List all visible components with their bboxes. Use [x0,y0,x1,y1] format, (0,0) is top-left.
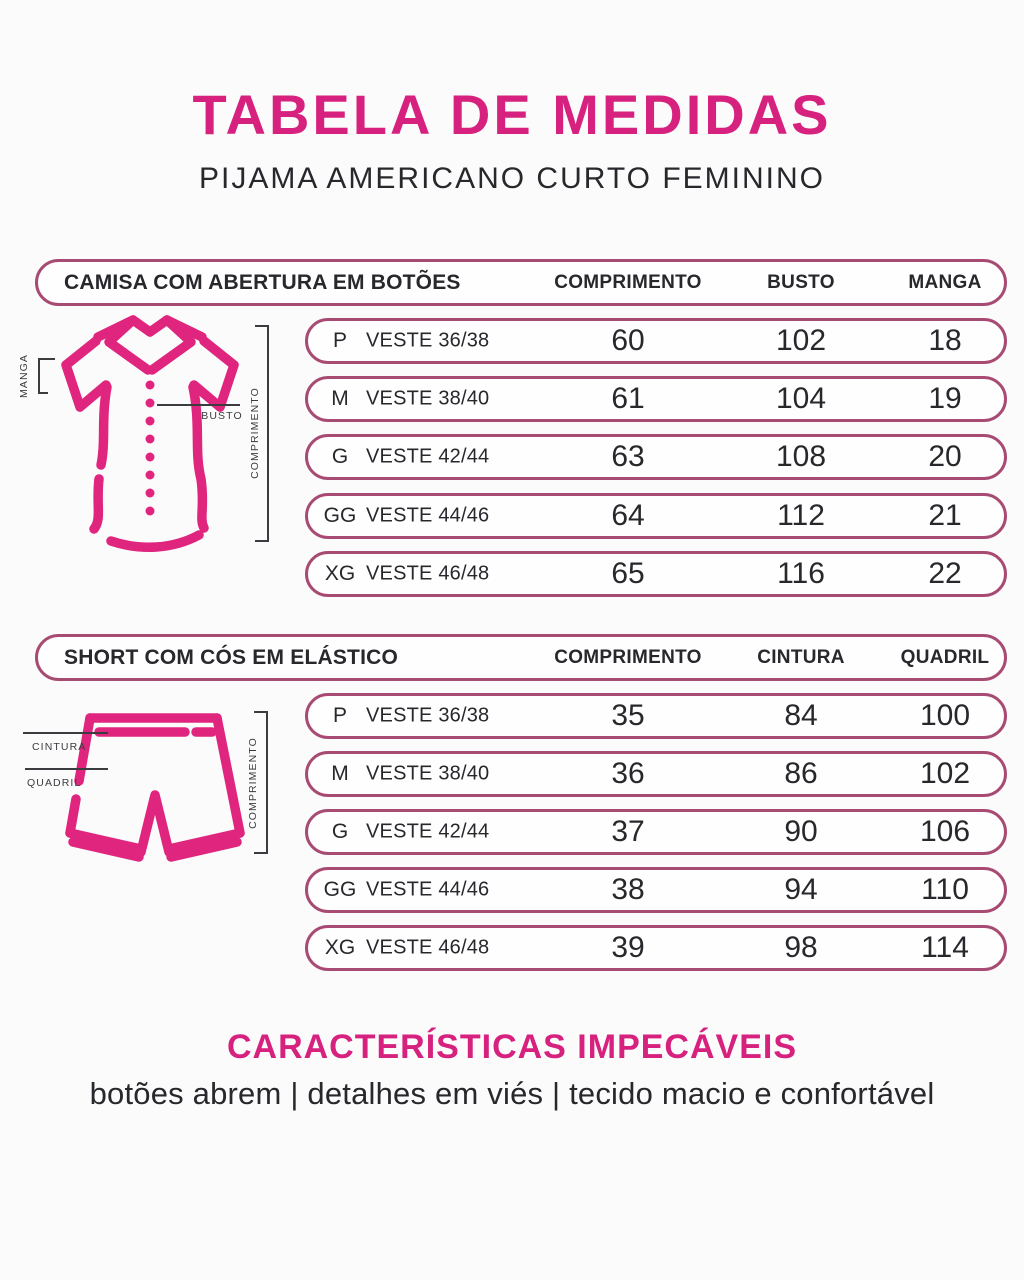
shorts-table-header: SHORT COM CÓS EM ELÁSTICO COMPRIMENTO CI… [35,634,1007,681]
column-header-comprimento: COMPRIMENTO [554,271,702,293]
column-header-comprimento: COMPRIMENTO [554,646,702,668]
fit-label: VESTE 36/38 [366,704,490,727]
value-comprimento: 60 [611,324,645,357]
value-comprimento: 36 [611,757,645,790]
shirt-table-label: CAMISA COM ABERTURA EM BOTÕES [64,270,461,294]
size-label: GG [323,878,357,901]
fit-label: VESTE 44/46 [366,504,490,527]
length-measure-label: COMPRIMENTO [247,737,259,829]
page-title: TABELA DE MEDIDAS [192,83,832,146]
value-busto: 116 [777,557,825,590]
value-comprimento: 39 [611,931,645,964]
value-manga: 19 [928,382,962,415]
table-row-shorts-p: P VESTE 36/38 35 84 100 [305,693,1007,739]
features-list: botões abrem | detalhes em viés | tecido… [89,1076,935,1111]
value-cintura: 98 [784,931,818,964]
value-comprimento: 61 [611,382,645,415]
value-cintura: 86 [784,757,818,790]
value-busto: 102 [775,324,827,357]
value-quadril: 110 [921,873,969,906]
hip-measure-label: QUADRIL [27,777,81,789]
fit-label: VESTE 42/44 [366,820,490,843]
table-row-shorts-m: M VESTE 38/40 36 86 102 [305,751,1007,797]
size-label: M [331,387,349,410]
shorts-outline-icon [65,713,245,862]
value-comprimento: 65 [611,557,645,590]
value-manga: 21 [928,499,962,532]
value-busto: 104 [775,382,827,415]
size-label: G [331,445,349,468]
fit-label: VESTE 36/38 [366,329,490,352]
fit-label: VESTE 46/48 [366,936,490,959]
size-label: P [332,704,347,727]
value-comprimento: 64 [611,499,645,532]
size-label: XG [324,562,356,585]
value-quadril: 114 [921,931,969,964]
fit-label: VESTE 38/40 [366,387,490,410]
shorts-illustration: CINTURA QUADRIL COMPRIMENTO [23,711,268,862]
column-header-manga: MANGA [908,271,982,293]
length-measure-label: COMPRIMENTO [249,387,261,479]
value-comprimento: 35 [611,699,645,732]
shirt-outline-icon [61,315,239,552]
size-label: GG [323,504,357,527]
sleeve-measure-label: MANGA [18,354,30,398]
waist-measure-label: CINTURA [32,741,86,753]
value-manga: 18 [928,324,962,357]
value-comprimento: 38 [611,873,645,906]
features-title: CARACTERÍSTICAS IMPECÁVEIS [226,1028,798,1066]
value-quadril: 102 [919,757,971,790]
value-cintura: 84 [784,699,818,732]
value-busto: 108 [775,440,827,473]
value-cintura: 90 [784,815,818,848]
fit-label: VESTE 46/48 [366,562,490,585]
table-row-shirt-xg: XG VESTE 46/48 65 116 22 [305,551,1007,597]
shorts-table-label: SHORT COM CÓS EM ELÁSTICO [64,645,399,669]
table-row-shirt-p: P VESTE 36/38 60 102 18 [305,318,1007,364]
fit-label: VESTE 44/46 [366,878,490,901]
shirt-measure-marks: MANGA BUSTO COMPRIMENTO [18,325,269,542]
value-cintura: 94 [784,873,818,906]
table-row-shirt-g: G VESTE 42/44 63 108 20 [305,434,1007,480]
column-header-busto: BUSTO [767,271,835,293]
shirt-illustration: MANGA BUSTO COMPRIMENTO [18,315,269,552]
column-header-quadril: QUADRIL [900,646,990,668]
shorts-measure-marks: CINTURA QUADRIL COMPRIMENTO [23,711,268,854]
size-label: XG [324,936,356,959]
fit-label: VESTE 38/40 [366,762,490,785]
size-label: G [331,820,349,843]
size-label: M [331,762,349,785]
value-busto: 112 [777,499,825,532]
table-row-shirt-gg: GG VESTE 44/46 64 112 21 [305,493,1007,539]
value-quadril: 100 [919,699,971,732]
size-label: P [332,329,347,352]
page-subtitle: PIJAMA AMERICANO CURTO FEMININO [199,162,825,195]
value-comprimento: 63 [611,440,645,473]
column-header-cintura: CINTURA [757,646,845,668]
value-quadril: 106 [919,815,971,848]
value-manga: 22 [928,557,962,590]
value-comprimento: 37 [611,815,645,848]
table-row-shirt-m: M VESTE 38/40 61 104 19 [305,376,1007,422]
bust-measure-label: BUSTO [201,410,242,422]
table-row-shorts-gg: GG VESTE 44/46 38 94 110 [305,867,1007,913]
shirt-table-header: CAMISA COM ABERTURA EM BOTÕES COMPRIMENT… [35,259,1007,306]
fit-label: VESTE 42/44 [366,445,490,468]
table-row-shorts-xg: XG VESTE 46/48 39 98 114 [305,925,1007,971]
value-manga: 20 [928,440,962,473]
table-row-shorts-g: G VESTE 42/44 37 90 106 [305,809,1007,855]
